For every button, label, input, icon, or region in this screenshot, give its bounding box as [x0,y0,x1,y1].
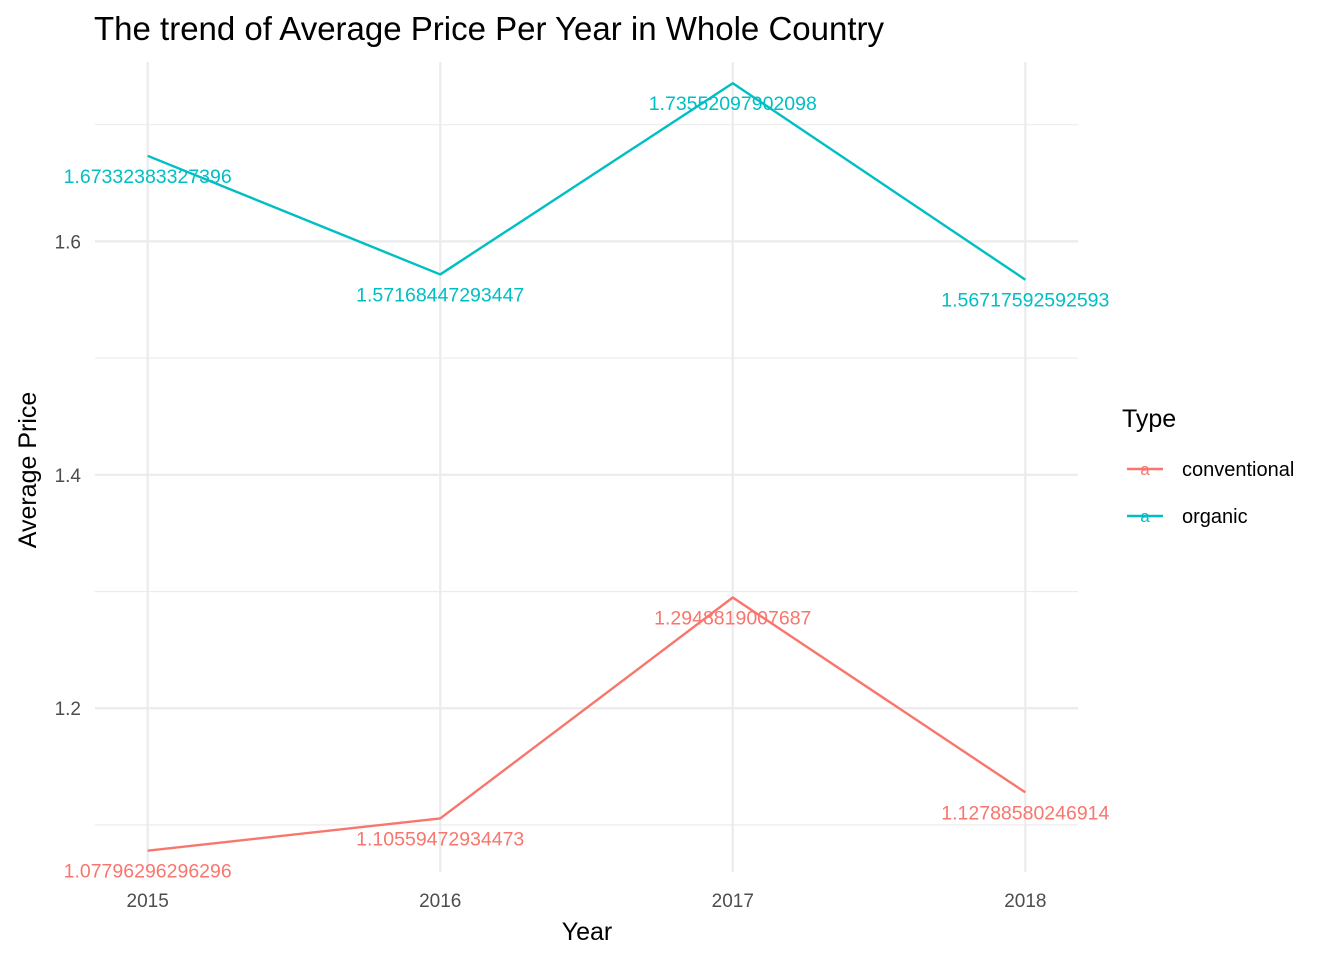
data-label-organic: 1.56717592592593 [941,290,1109,312]
x-tick-label: 2017 [712,891,754,912]
legend-item-conventional: a conventional [1127,459,1294,481]
axis-ticks: 1.2 1.4 1.6 2015 2016 2017 2018 [55,232,1047,912]
y-tick-label: 1.6 [55,232,81,253]
x-axis-title: Year [562,918,613,946]
x-tick-label: 2016 [419,891,461,912]
x-tick-label: 2018 [1004,891,1046,912]
legend-items: a conventional a organic [1127,459,1294,528]
data-label-conventional: 1.12788580246914 [941,802,1109,824]
y-tick-label: 1.4 [55,466,82,487]
data-label-conventional: 1.07796296296296 [64,861,232,883]
chart-title: The trend of Average Price Per Year in W… [94,10,885,47]
data-label-organic: 1.57168447293447 [356,284,524,306]
data-label-organic: 1.73552097902098 [649,93,817,115]
legend-item-organic: a organic [1127,506,1248,528]
series-line-organic [147,82,1027,281]
data-labels: 1.07796296296296 1.10559472934473 1.294881… [64,93,1110,882]
legend: Type a conventional a organic [1122,405,1294,528]
series-lines [147,82,1027,852]
legend-key-glyph: a [1140,507,1150,526]
series-line-conventional [147,596,1027,852]
legend-key-glyph: a [1140,460,1150,479]
data-label-organic: 1.67332383327396 [64,166,232,188]
data-label-conventional: 1.2948819007687 [654,608,811,630]
grid [95,62,1078,872]
legend-label: conventional [1182,459,1294,481]
legend-label: organic [1182,506,1248,528]
y-tick-label: 1.2 [55,699,81,720]
y-axis-title: Average Price [14,392,42,549]
data-label-conventional: 1.10559472934473 [356,828,524,850]
legend-title: Type [1122,405,1176,433]
x-tick-label: 2015 [127,891,169,912]
